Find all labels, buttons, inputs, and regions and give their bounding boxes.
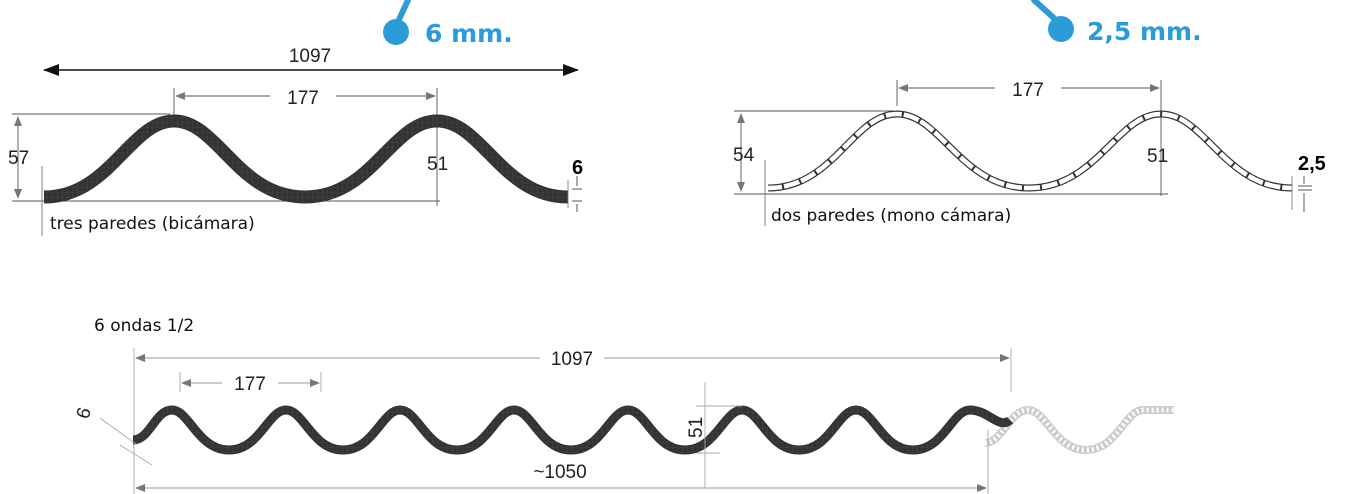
left-caption: tres paredes (bicámara) xyxy=(50,214,255,234)
full-sheet-useful-width-label: ~1050 xyxy=(533,462,586,483)
left-overall-width-label: 1097 xyxy=(289,46,331,67)
left-profile-cells xyxy=(43,115,569,203)
callout-left-dot xyxy=(383,19,409,45)
full-sheet: 6 ondas 1/2 1097 177 51 6 ~1050 xyxy=(73,316,1174,494)
callout-left-label: 6 mm. xyxy=(425,19,513,48)
right-profile-chamber xyxy=(767,111,1293,191)
right-total-height-label: 54 xyxy=(733,145,755,166)
callout-right-label: 2,5 mm. xyxy=(1087,17,1202,46)
callout-left: 6 mm. xyxy=(383,0,513,48)
right-caption: dos paredes (mono cámara) xyxy=(771,206,1011,226)
right-wave-height-label: 51 xyxy=(1147,146,1168,167)
full-sheet-wave-height-label: 51 xyxy=(686,417,707,438)
right-profile: 177 54 51 dos paredes (mono cámara) 2,5 xyxy=(733,76,1326,226)
left-total-height-label: 57 xyxy=(8,148,29,169)
left-thickness-label: 6 xyxy=(572,157,583,179)
callout-right-dot xyxy=(1048,16,1074,42)
full-sheet-title: 6 ondas 1/2 xyxy=(94,316,194,336)
callout-right: 2,5 mm. xyxy=(1031,0,1202,46)
right-thickness-label: 2,5 xyxy=(1298,153,1326,175)
full-sheet-pitch-label: 177 xyxy=(234,374,266,395)
left-pitch-label: 177 xyxy=(287,88,319,109)
callout-right-stem xyxy=(1031,0,1059,23)
full-sheet-thickness-label: 6 xyxy=(73,405,96,422)
left-wave-height-label: 51 xyxy=(427,154,448,175)
full-sheet-overall-label: 1097 xyxy=(551,349,593,370)
left-profile: 1097 177 57 51 tres paredes (bicámara) 6 xyxy=(8,46,583,236)
right-pitch-label: 177 xyxy=(1012,80,1044,101)
right-profile-outline xyxy=(767,110,1293,192)
